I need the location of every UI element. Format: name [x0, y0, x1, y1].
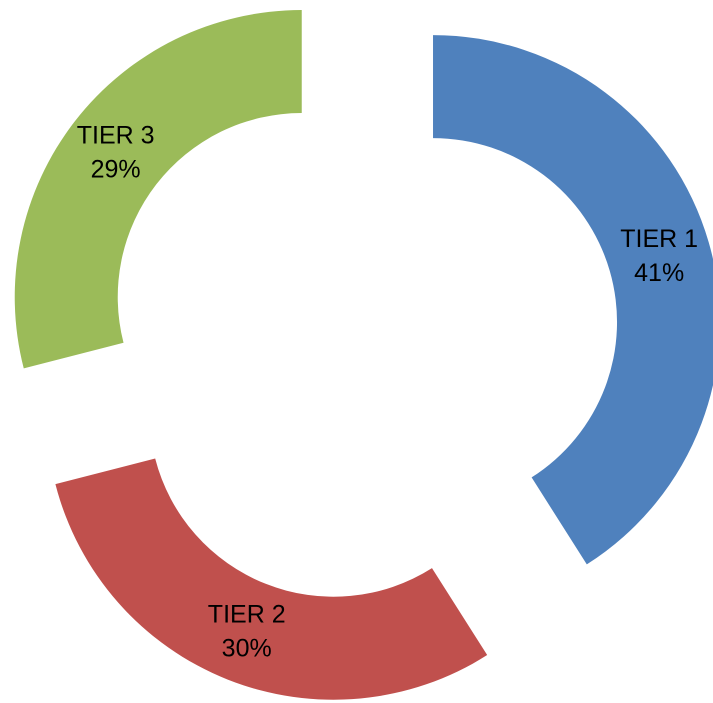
donut-slice	[14, 10, 302, 369]
donut-slice	[55, 458, 488, 700]
slice-label: TIER 1	[620, 225, 698, 253]
slice-label: TIER 3	[77, 121, 155, 149]
slice-value-label: 29%	[91, 155, 141, 183]
slice-value-label: 30%	[222, 634, 272, 662]
slice-value-label: 41%	[634, 259, 684, 287]
donut-slice	[433, 35, 713, 565]
slice-label: TIER 2	[208, 600, 286, 628]
